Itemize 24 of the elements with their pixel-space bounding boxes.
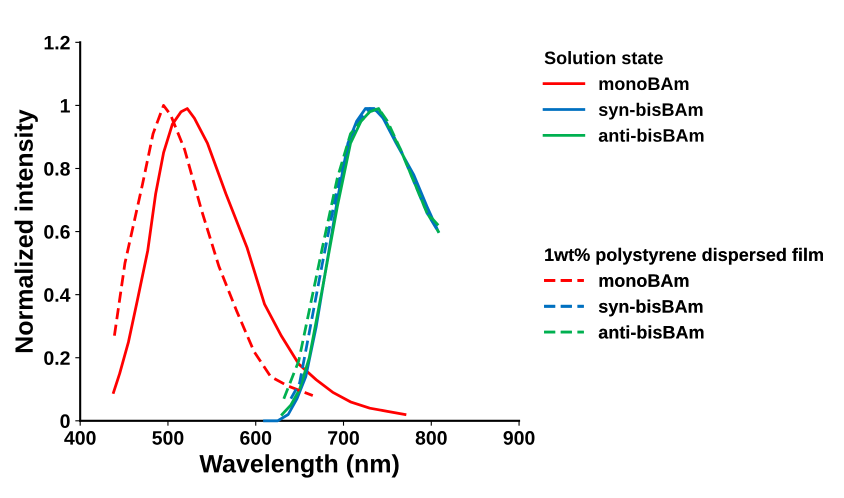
y-tick-label: 0.4 xyxy=(44,288,70,302)
y-axis-title: Normalized intensity xyxy=(14,109,38,352)
legend-label: monoBAm xyxy=(599,78,688,90)
x-tick-label: 900 xyxy=(504,431,534,445)
x-tick-label: 700 xyxy=(328,431,359,445)
text: Solution state xyxy=(544,51,663,64)
legend-label: syn-bisBAm xyxy=(598,102,702,120)
y-tick-label: 0.8 xyxy=(44,162,70,176)
legend-label: monoBAm xyxy=(599,274,688,287)
legend-label: anti-bisBAm xyxy=(598,128,704,142)
x-tick-label: 400 xyxy=(64,431,96,445)
x-tick-label: 800 xyxy=(416,431,447,445)
x-tick-label: 600 xyxy=(240,431,272,445)
y-tick-label: 0.6 xyxy=(44,225,70,239)
line-series xyxy=(112,107,406,416)
x-axis-title: Wavelength (nm) xyxy=(199,454,399,478)
text: 1wt% polystyrene dispersed film xyxy=(545,248,823,265)
y-tick-label: 0 xyxy=(60,414,70,428)
legend-label: anti-bisBAm xyxy=(598,325,704,339)
y-tick-label: 1.2 xyxy=(44,36,70,50)
y-tick-label: 0.2 xyxy=(44,351,70,365)
legend-label: syn-bisBAm xyxy=(598,300,702,316)
y-tick-label: 1 xyxy=(60,99,70,112)
x-tick-label: 500 xyxy=(152,431,184,445)
